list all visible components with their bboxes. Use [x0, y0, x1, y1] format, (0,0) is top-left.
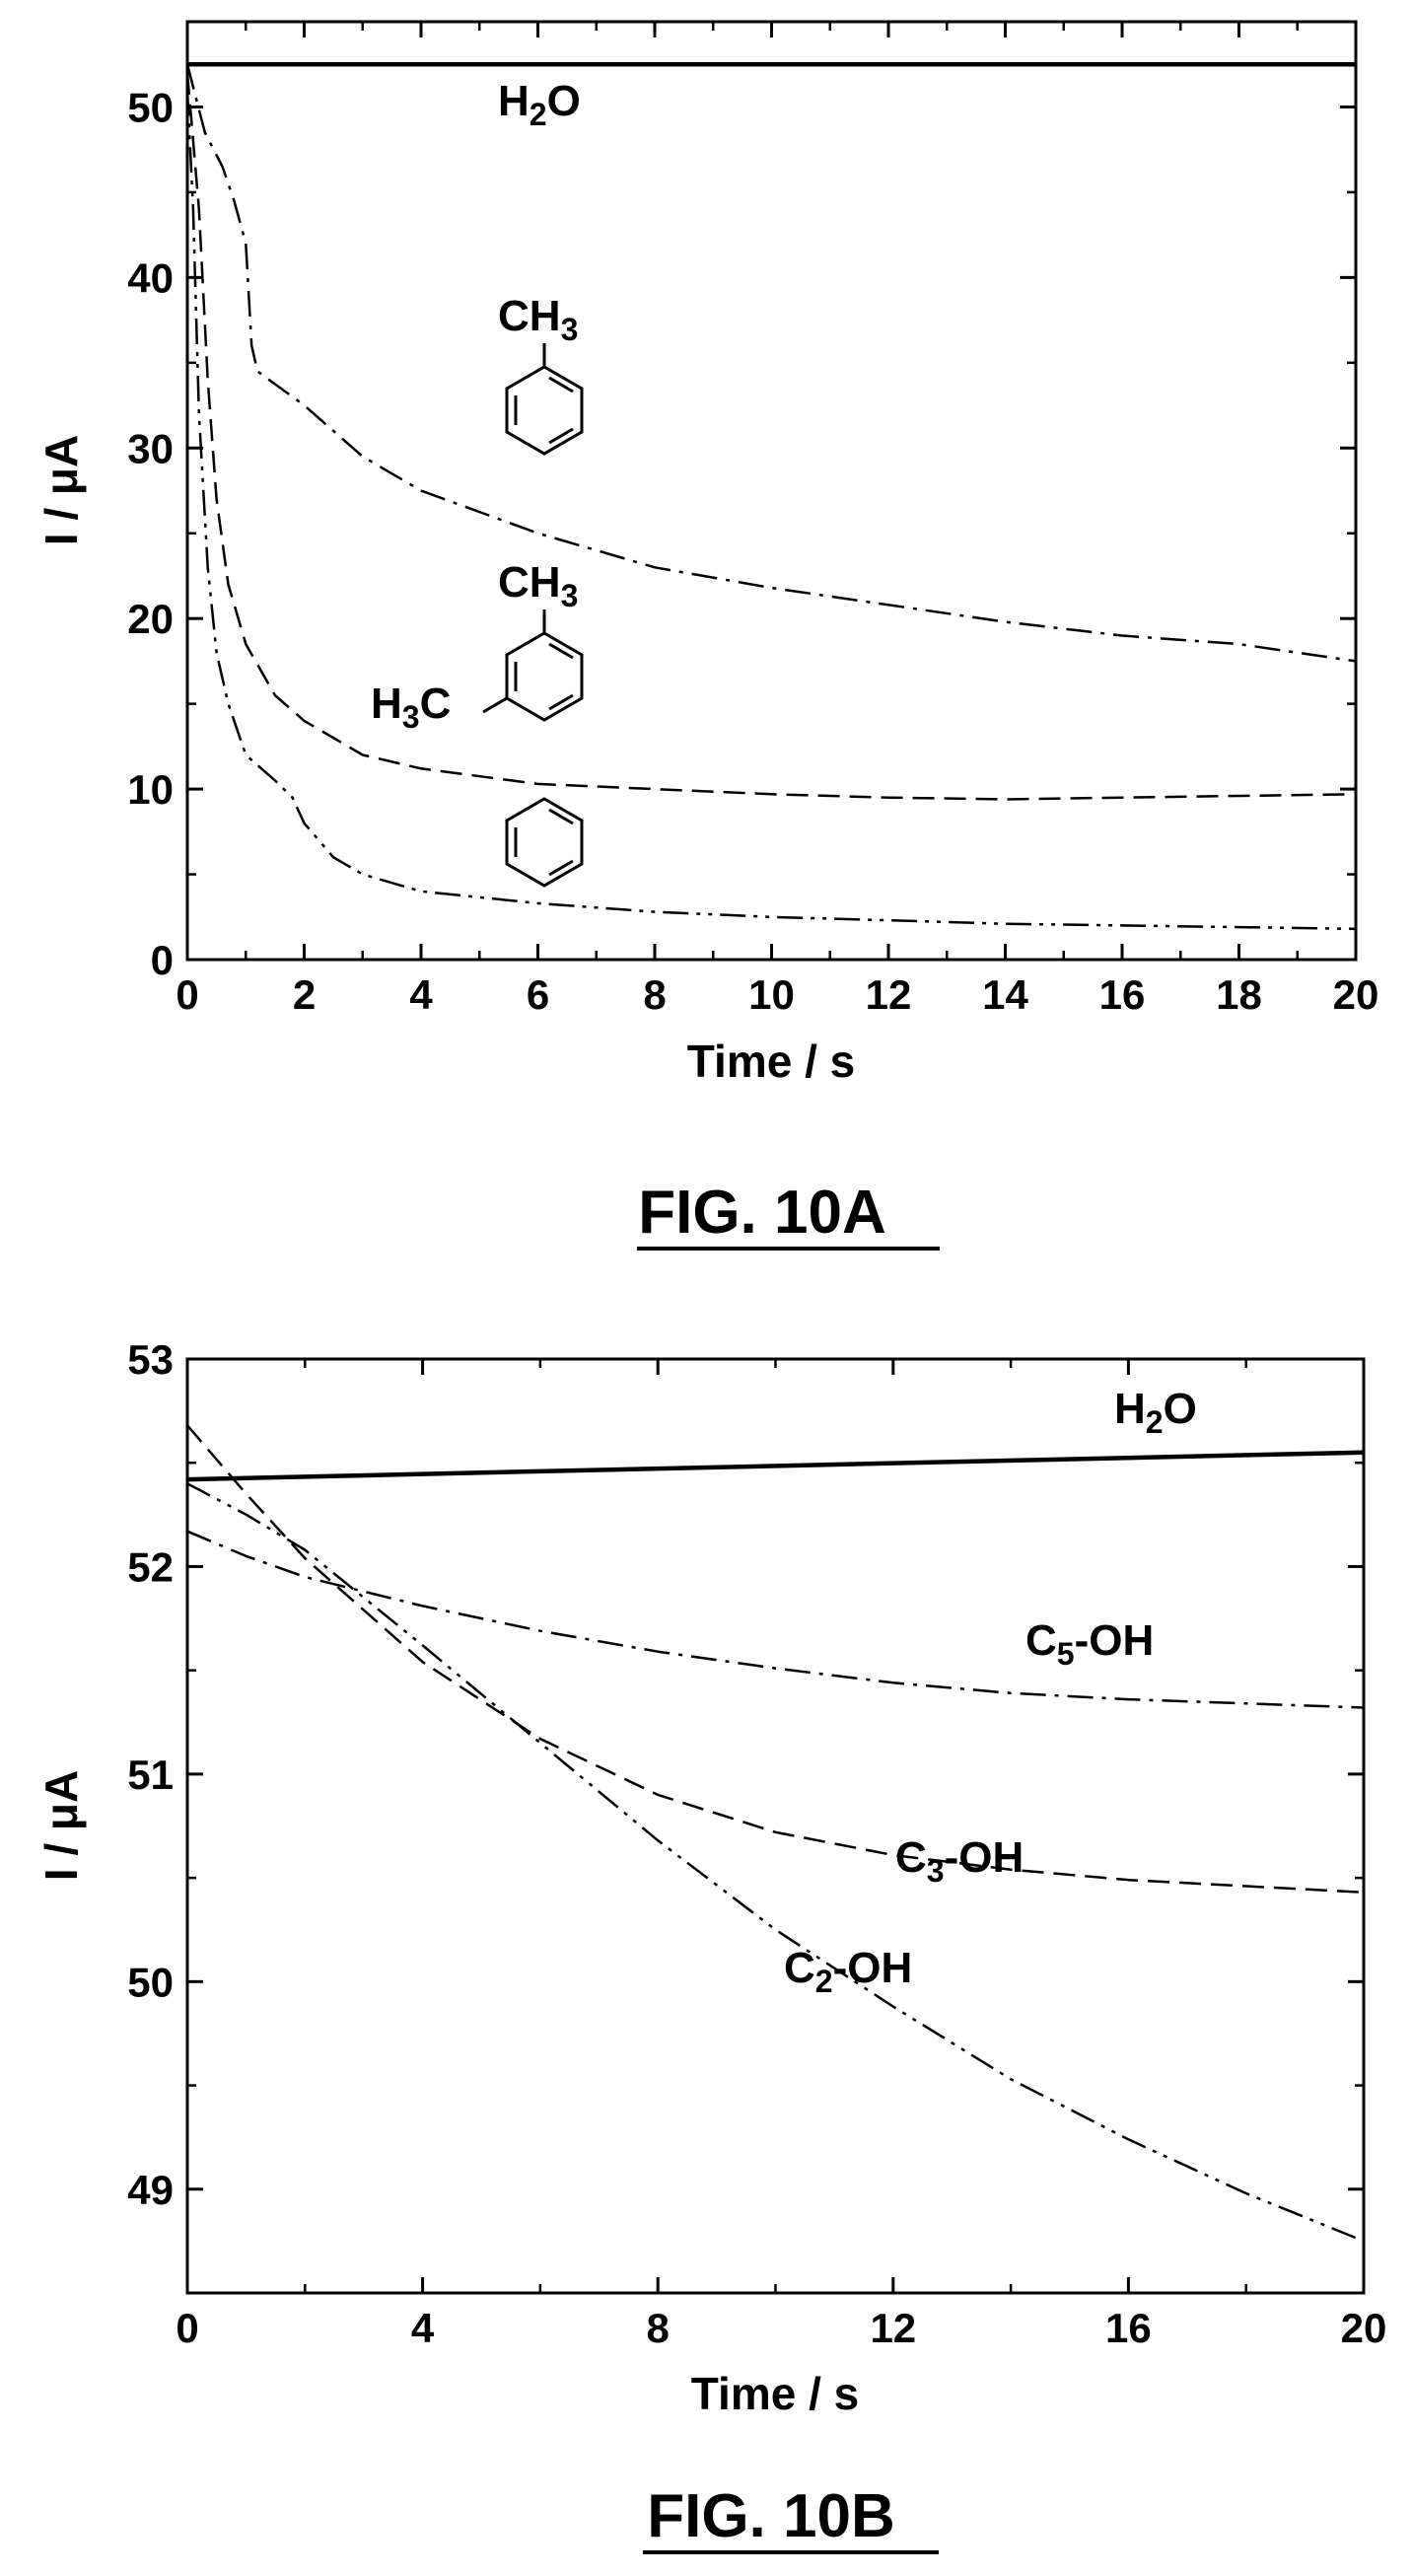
x-axis-label-a: Time / s [687, 1036, 855, 1087]
c2-oh-sub: 2 [815, 1964, 833, 1999]
benzene-inner-bond-1 [548, 808, 574, 825]
c3-oh-tail: -OH [945, 1833, 1024, 1882]
xylene-methyl-bond-left [482, 696, 508, 714]
c5-oh-main: C [1025, 1616, 1057, 1665]
x-tick-label-a: 12 [866, 971, 912, 1018]
y-tick-label-b: 50 [127, 1959, 174, 2005]
caption-fig-10a: FIG. 10A [638, 1179, 886, 1247]
y-tick-label-b: 51 [127, 1752, 174, 1798]
xylene-h3c-main: H [371, 680, 402, 728]
toluene-inner-bond-1 [548, 376, 574, 394]
toluene-ch3-main: CH [498, 292, 561, 340]
chart-fig-10a: 0 2 4 6 8 10 12 14 16 18 20 0 10 20 30 40 50 Time / s I … [35, 20, 1379, 1251]
x-tick-label-b: 20 [1341, 2305, 1387, 2351]
axis-ticks-a: 0 2 4 6 8 10 12 14 16 18 20 0 10 20 30 40 50 [127, 20, 1379, 1018]
series-group-b [186, 1424, 1365, 2243]
x-tick-label-b: 8 [647, 2305, 670, 2351]
xylene-h3c-tail: C [420, 680, 452, 728]
toluene-structure: CH3 [498, 292, 584, 456]
h2o-label-b: H2O [1114, 1385, 1197, 1440]
c2-oh-tail: -OH [833, 1944, 913, 1992]
h2o-label-b-sub: 2 [1146, 1404, 1164, 1440]
x-tick-label-b: 12 [870, 2305, 916, 2351]
xylene-h3c-sub: 3 [402, 699, 420, 735]
x-tick-label-a: 10 [748, 971, 795, 1018]
x-tick-label-a: 20 [1333, 971, 1379, 1018]
benzene-structure [505, 797, 584, 888]
x-tick-label-b: 16 [1105, 2305, 1152, 2351]
benzene-inner-bond-2 [548, 859, 574, 877]
xylene-inner-bond-1 [548, 642, 574, 660]
xylene-h3c-label: H3C [371, 680, 451, 735]
y-axis-label-a: I / μA [35, 435, 87, 545]
xylene-inner-bond-2 [548, 693, 574, 711]
x-tick-label-a: 4 [409, 971, 433, 1018]
toluene-ch3-label: CH3 [498, 292, 578, 347]
x-tick-label-b: 4 [411, 2305, 435, 2351]
y-tick-label-a: 30 [127, 425, 174, 471]
x-tick-label-b: 0 [176, 2305, 198, 2351]
h2o-label-a-sub: 2 [530, 97, 547, 132]
series-line-a-3 [185, 90, 1357, 931]
c5-oh-label: C5-OH [1025, 1616, 1154, 1672]
y-tick-label-a: 10 [127, 766, 174, 813]
y-tick-label-a: 50 [127, 84, 174, 130]
c5-oh-tail: -OH [1075, 1616, 1155, 1665]
c2-oh-main: C [784, 1944, 815, 1992]
x-tick-label-a: 0 [176, 971, 198, 1018]
series-line-b-3 [186, 1482, 1365, 2243]
x-axis-label-b: Time / s [691, 2368, 859, 2419]
caption-fig-10b: FIG. 10B [647, 2482, 895, 2550]
x-tick-label-a: 2 [293, 971, 316, 1018]
y-tick-label-a: 40 [127, 254, 174, 301]
toluene-ring [505, 365, 584, 456]
xylene-ring [505, 631, 584, 722]
h2o-label-a-main: H [498, 77, 530, 125]
c2-oh-label: C2-OH [784, 1944, 912, 1999]
y-tick-label-a: 20 [127, 596, 174, 642]
series-line-b-0 [186, 1450, 1365, 1482]
x-tick-label-a: 6 [527, 971, 549, 1018]
toluene-ch3-sub: 3 [561, 312, 579, 347]
x-tick-label-a: 14 [982, 971, 1028, 1018]
xylene-ch3-label: CH3 [498, 558, 578, 613]
series-line-a-1 [185, 63, 1357, 663]
plot-frame-b [185, 1357, 1366, 2295]
xylene-structure: CH3 H3C [371, 558, 584, 735]
h2o-label-a: H2O [498, 77, 581, 132]
x-tick-label-a: 18 [1216, 971, 1262, 1018]
plot-frame-a [185, 20, 1358, 962]
c3-oh-label: C3-OH [895, 1833, 1024, 1889]
xylene-ch3-main: CH [498, 558, 561, 607]
x-tick-label-a: 16 [1099, 971, 1146, 1018]
y-axis-label-b: I / μA [35, 1770, 87, 1881]
y-tick-label-b: 52 [127, 1543, 174, 1590]
c3-oh-main: C [895, 1833, 927, 1882]
series-line-b-2 [186, 1424, 1365, 1895]
c5-oh-sub: 5 [1057, 1636, 1075, 1672]
y-tick-label-a: 0 [151, 937, 174, 983]
xylene-ch3-sub: 3 [561, 578, 579, 613]
toluene-inner-bond-2 [548, 427, 574, 445]
h2o-label-b-main: H [1114, 1385, 1146, 1433]
h2o-label-a-tail: O [547, 77, 581, 125]
y-tick-label-b: 53 [127, 1336, 174, 1383]
x-tick-label-a: 8 [643, 971, 666, 1018]
series-group-a [185, 61, 1357, 931]
y-tick-label-b: 49 [127, 2167, 174, 2213]
c3-oh-sub: 3 [927, 1853, 945, 1889]
benzene-ring [505, 797, 584, 888]
series-line-b-1 [186, 1530, 1365, 1709]
h2o-label-b-tail: O [1164, 1385, 1197, 1433]
series-line-a-2 [185, 72, 1357, 801]
